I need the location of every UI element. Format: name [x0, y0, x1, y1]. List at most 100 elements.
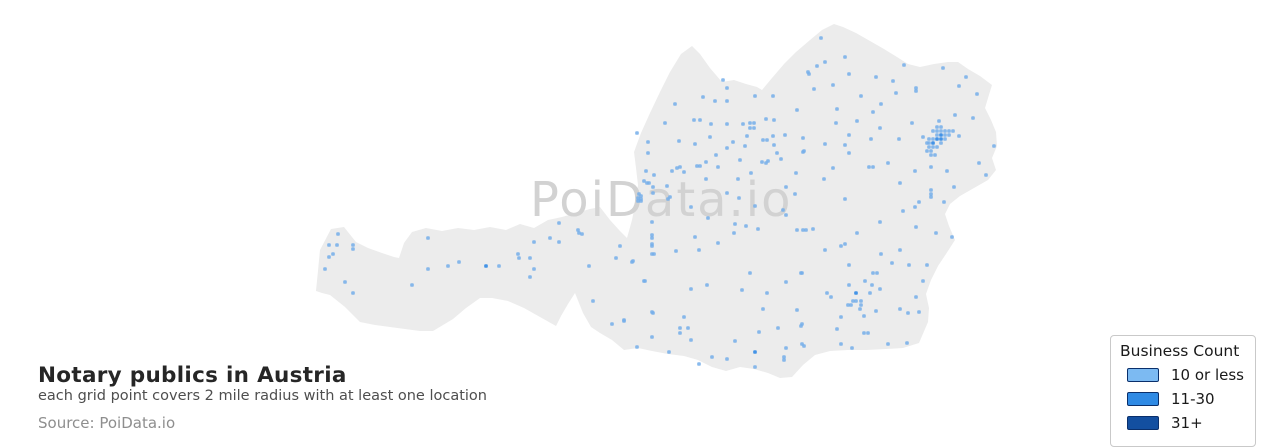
map-dot — [878, 220, 882, 224]
map-dot — [693, 235, 697, 239]
map-dot — [914, 86, 918, 90]
map-dot — [670, 169, 674, 173]
map-dot — [732, 231, 736, 235]
map-dot — [776, 326, 780, 330]
map-dot — [843, 55, 847, 59]
map-dot — [847, 72, 851, 76]
map-dot — [831, 83, 835, 87]
map-dot — [686, 326, 690, 330]
map-dot — [945, 169, 949, 173]
map-dot — [682, 170, 686, 174]
map-dot — [925, 149, 929, 153]
map-dot — [667, 350, 671, 354]
map-dot — [939, 141, 943, 145]
map-dot — [731, 140, 735, 144]
map-dot — [957, 84, 961, 88]
map-dot — [753, 350, 757, 354]
map-dot — [835, 107, 839, 111]
legend-swatch-icon — [1127, 368, 1159, 382]
map-dot — [426, 236, 430, 240]
map-dot — [725, 191, 729, 195]
map-dot — [863, 279, 867, 283]
map-dot — [831, 166, 835, 170]
map-dot — [879, 102, 883, 106]
map-dot — [650, 252, 654, 256]
map-dot — [850, 346, 854, 350]
map-dot — [331, 252, 335, 256]
map-dot — [869, 137, 873, 141]
map-dot — [733, 222, 737, 226]
map-dot — [950, 235, 954, 239]
map-dot — [748, 126, 752, 130]
map-dot — [921, 135, 925, 139]
map-dot — [779, 157, 783, 161]
map-dot — [878, 287, 882, 291]
map-dot — [907, 263, 911, 267]
map-dot — [925, 263, 929, 267]
map-dot — [651, 185, 655, 189]
map-dot — [557, 221, 561, 225]
map-dot — [678, 165, 682, 169]
map-dot — [709, 122, 713, 126]
map-dot — [642, 179, 646, 183]
map-dot — [943, 137, 947, 141]
map-dot — [646, 140, 650, 144]
map-dot — [812, 87, 816, 91]
map-dot — [943, 129, 947, 133]
map-dot — [410, 283, 414, 287]
map-dot — [859, 94, 863, 98]
legend-title: Business Count — [1120, 342, 1240, 360]
map-dot — [886, 342, 890, 346]
map-dot — [951, 129, 955, 133]
map-dot — [765, 291, 769, 295]
map-dot — [576, 228, 580, 232]
map-dot — [855, 231, 859, 235]
legend-rows: 10 or less 11-30 31+ — [1120, 366, 1244, 432]
map-dot — [610, 322, 614, 326]
map-dot — [710, 355, 714, 359]
map-dot — [855, 119, 859, 123]
map-dot — [839, 244, 843, 248]
map-dot — [851, 299, 855, 303]
map-dot — [650, 233, 654, 237]
map-dot — [457, 260, 461, 264]
map-dot — [917, 200, 921, 204]
map-dot — [446, 264, 450, 268]
map-dot — [650, 242, 654, 246]
map-dot — [847, 133, 851, 137]
map-dot — [689, 205, 693, 209]
map-dot — [870, 283, 874, 287]
map-dot — [898, 248, 902, 252]
map-dot — [698, 118, 702, 122]
map-dot — [668, 195, 672, 199]
map-dot — [822, 177, 826, 181]
map-dot — [713, 99, 717, 103]
map-dot — [765, 138, 769, 142]
map-dot — [879, 252, 883, 256]
map-dot — [635, 345, 639, 349]
map-dot — [905, 341, 909, 345]
map-dot — [622, 318, 626, 322]
map-dot — [701, 95, 705, 99]
map-dot — [650, 236, 654, 240]
map-dot — [802, 344, 806, 348]
title-block: Notary publics in Austria each grid poin… — [38, 363, 487, 432]
map-dot — [795, 308, 799, 312]
map-dot — [891, 79, 895, 83]
map-dot — [693, 142, 697, 146]
map-dot — [939, 137, 943, 141]
map-dot — [725, 86, 729, 90]
map-dot — [753, 204, 757, 208]
map-dot — [902, 63, 906, 67]
map-dot — [775, 151, 779, 155]
map-dot — [834, 121, 838, 125]
map-dot — [706, 216, 710, 220]
map-dot — [335, 243, 339, 247]
map-dot — [532, 267, 536, 271]
map-dot — [692, 118, 696, 122]
map-dot — [913, 205, 917, 209]
map-dot — [784, 185, 788, 189]
map-dot — [811, 227, 815, 231]
map-dot — [914, 89, 918, 93]
map-dot — [771, 134, 775, 138]
